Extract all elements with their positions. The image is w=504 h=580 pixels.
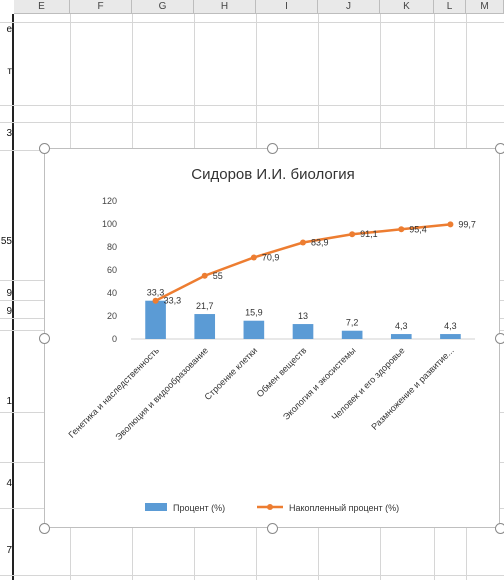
y-tick-label: 120 [102,196,117,206]
cell-value[interactable]: 1 [6,396,12,407]
chart-object[interactable]: Сидоров И.И. биология 0 20 40 60 80 100 120 33… [39,143,504,534]
column-header-e[interactable]: E [14,0,70,14]
category-label: Размножение и развитие... [369,345,456,432]
resize-handle[interactable] [267,523,278,534]
grid-line [0,105,504,106]
cell-value[interactable]: 3 [6,128,12,139]
bar [243,320,265,339]
line-data-label: 95,4 [409,224,427,234]
line-point [349,231,356,238]
line-point [250,254,257,261]
line-data-label: 70,9 [262,252,280,262]
resize-handle[interactable] [495,143,504,154]
bar [341,330,363,339]
y-tick-label: 80 [107,242,117,252]
grid-line [0,122,504,123]
column-header-i[interactable]: I [256,0,318,14]
category-label: Обмен веществ [255,345,309,399]
category-label: Эволюция и видообразование [113,345,210,442]
bar [194,314,216,339]
chart-canvas: Сидоров И.И. биология 0 20 40 60 80 100 120 33… [66,166,476,513]
line-point [398,226,405,233]
column-header-j[interactable]: J [318,0,380,14]
resize-handle[interactable] [39,333,50,344]
legend-line-label: Накопленный процент (%) [289,503,399,513]
grid-line [0,22,504,23]
column-header-h[interactable]: H [194,0,256,14]
cell-value[interactable]: 4 [6,478,12,489]
y-tick-label: 0 [112,334,117,344]
column-header-g[interactable]: G [132,0,194,14]
bar [292,324,314,339]
legend-line-marker [267,504,273,510]
legend-bar-swatch [145,503,167,511]
bar [390,334,412,339]
bar-data-label: 7,2 [346,318,359,328]
chart-title: Сидоров И.И. биология [191,166,354,183]
bar [145,300,166,339]
line-data-label: 91,1 [360,229,378,239]
y-tick-label: 60 [107,265,117,275]
category-label: Строение клетки [203,345,260,402]
cell-value[interactable]: 9 [6,288,12,299]
legend-bar-label: Процент (%) [173,503,225,513]
bar-data-label: 13 [298,311,308,321]
cumulative-line [155,223,451,302]
bar-data-label: 15,9 [245,308,263,318]
y-tick-label: 100 [102,219,117,229]
bar-data-label: 4,3 [444,321,457,331]
column-border [12,14,14,580]
line-point [152,297,159,304]
column-header-m[interactable]: M [466,0,504,14]
grid-line [0,575,504,576]
cell-value[interactable]: е [6,24,12,35]
bar [440,334,461,339]
cell-value[interactable]: т [7,66,12,77]
y-tick-label: 40 [107,288,117,298]
column-header-f[interactable]: F [70,0,132,14]
cell-value[interactable]: 9 [6,306,12,317]
resize-handle[interactable] [495,333,504,344]
category-label: Генетика и наследственность [66,345,161,440]
cell-value[interactable]: 55 [0,236,12,247]
resize-handle[interactable] [39,523,50,534]
bar-data-label: 4,3 [395,321,408,331]
line-point [201,272,208,279]
bar-data-label: 21,7 [196,301,214,311]
resize-handle[interactable] [39,143,50,154]
line-data-label: 83,9 [311,238,329,248]
line-data-label: 55 [213,271,223,281]
resize-handle[interactable] [495,523,504,534]
bar-data-label: 33,3 [147,288,165,298]
cell-value[interactable]: 7 [6,545,12,556]
line-point [300,239,306,246]
line-data-label: 99,7 [458,219,476,229]
line-point [447,221,454,228]
column-header-k[interactable]: K [380,0,434,14]
line-data-label: 33,3 [164,296,182,306]
column-header-l[interactable]: L [434,0,466,14]
y-tick-label: 20 [107,311,117,321]
resize-handle[interactable] [267,143,278,154]
